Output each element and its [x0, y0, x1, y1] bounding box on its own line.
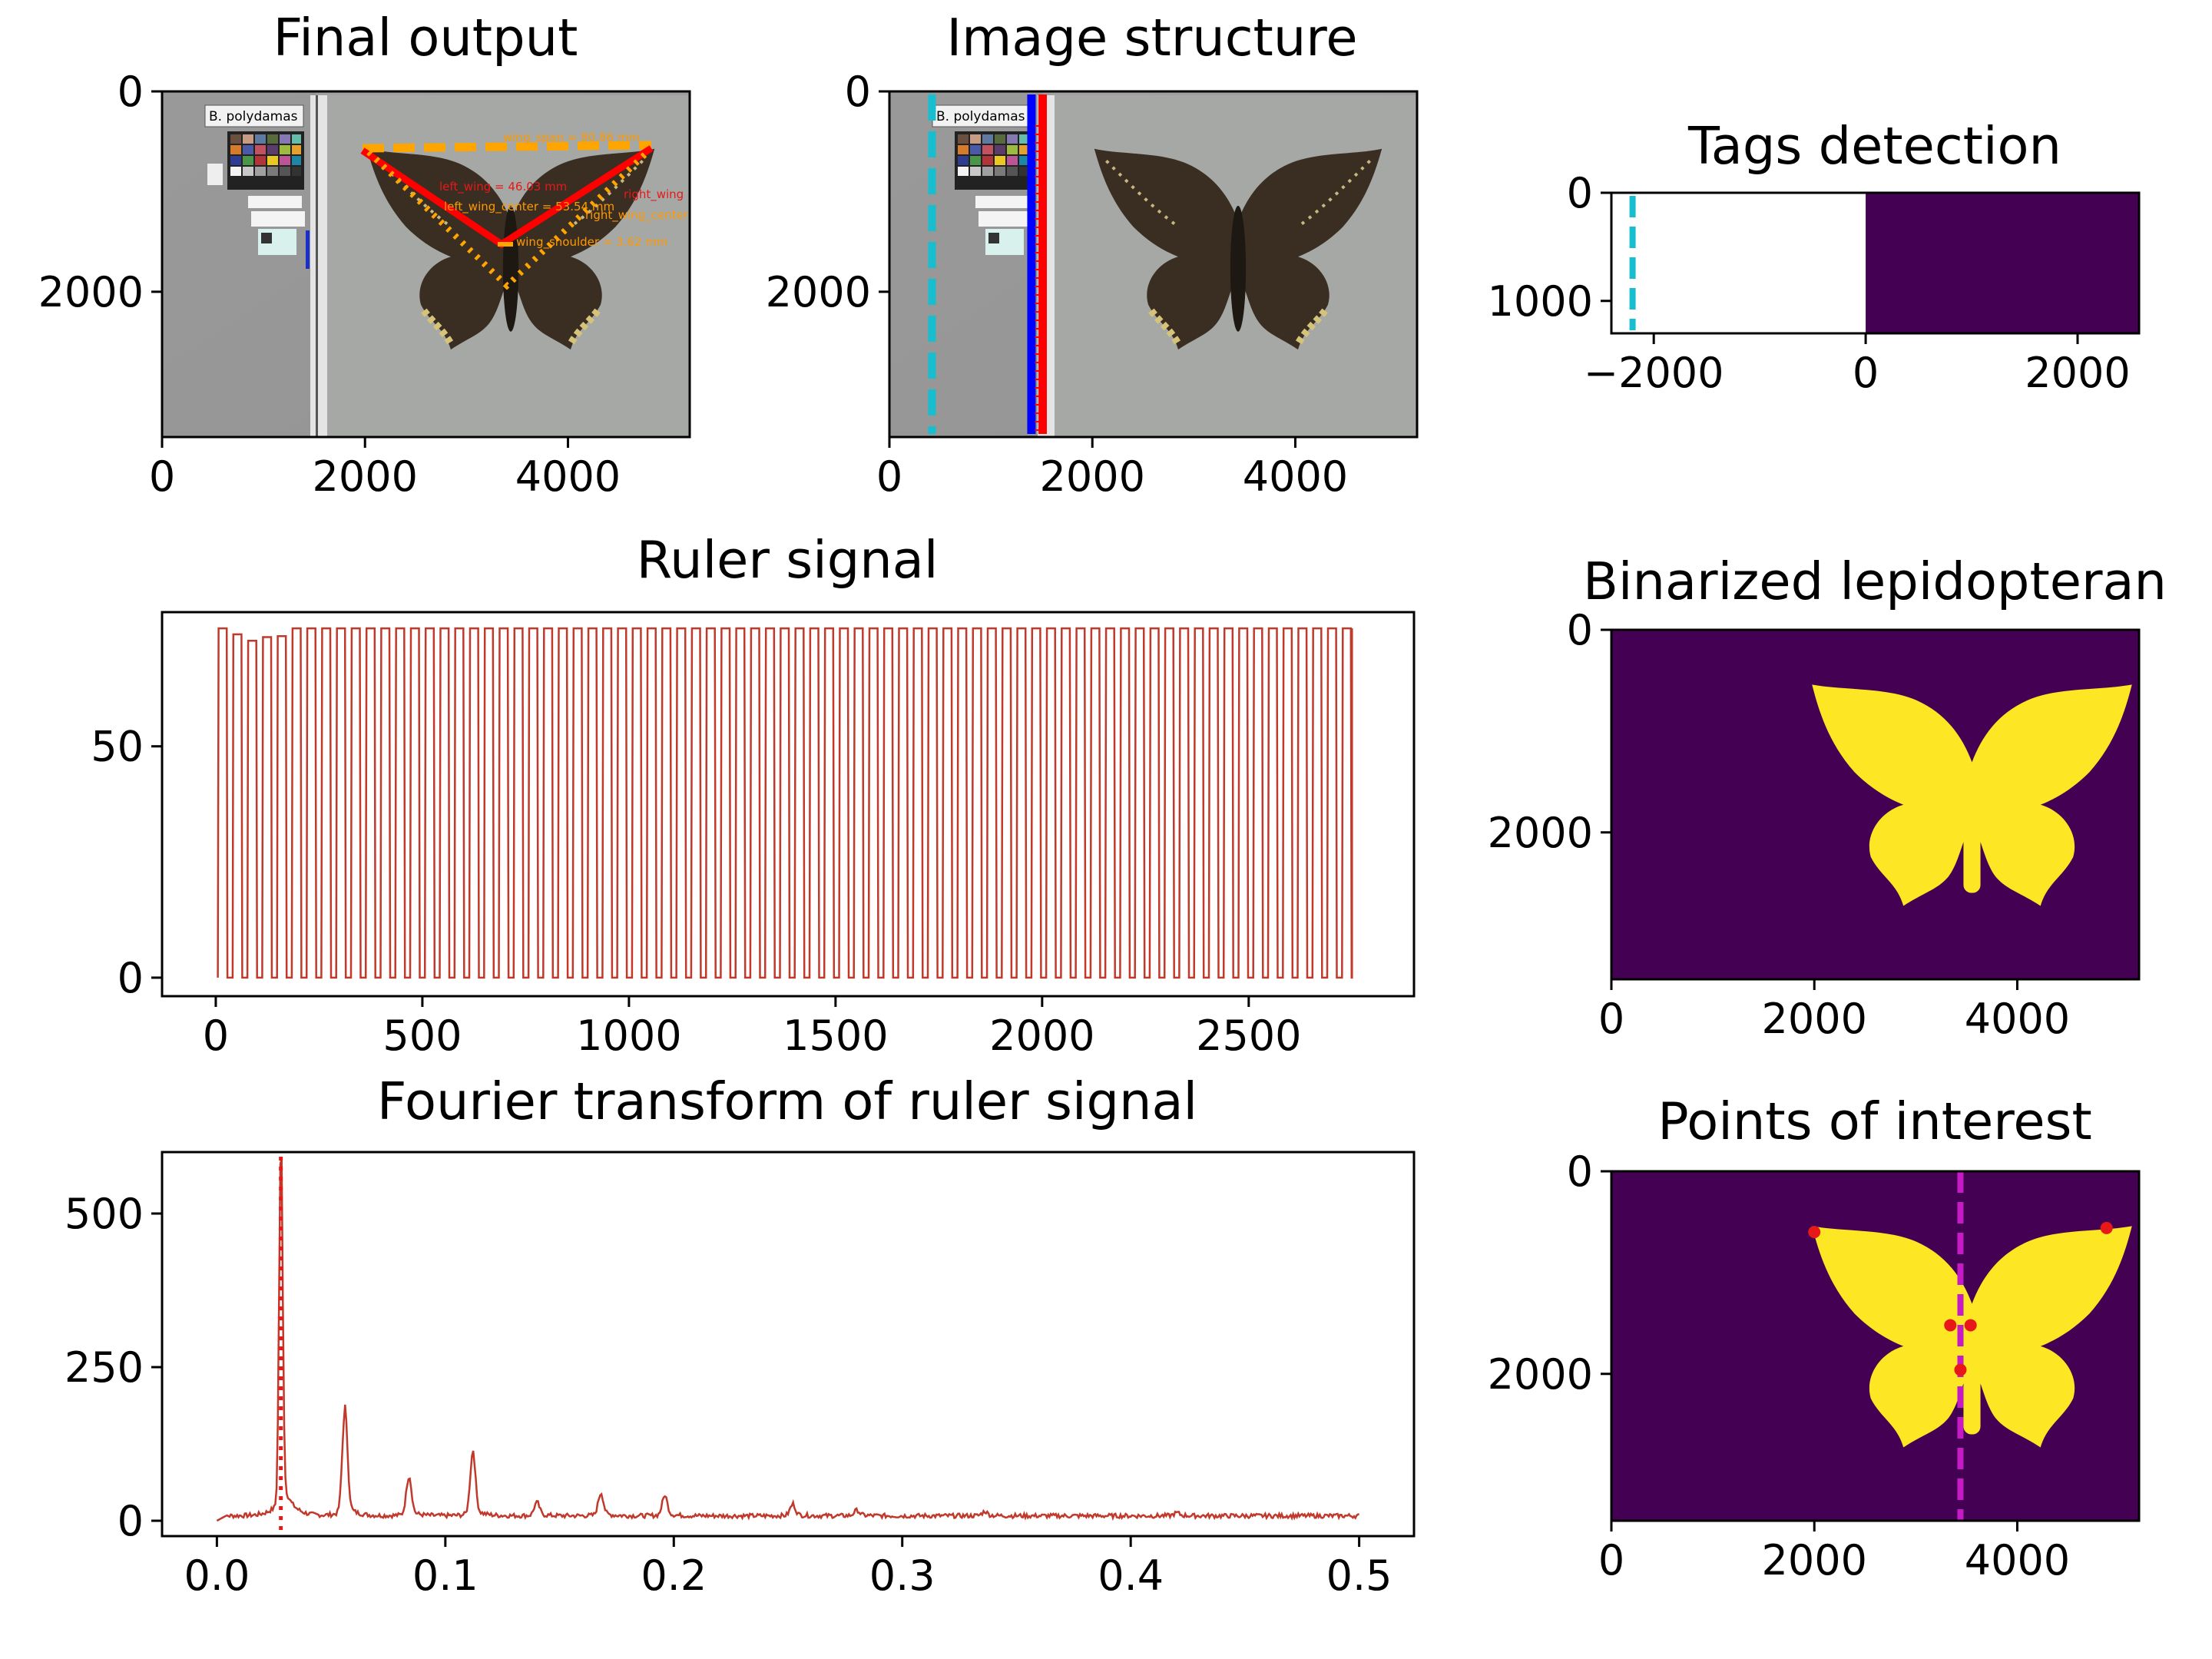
wing-span-line — [362, 141, 652, 153]
point-of-interest-marker — [1954, 1363, 1967, 1376]
x-tick-label: 4000 — [1965, 995, 2070, 1043]
x-tick-label: 500 — [382, 1012, 462, 1060]
y-tick-label: 1000 — [1488, 277, 1593, 326]
axes-frame-poi — [1610, 1170, 2141, 1522]
y-tick-label: 2000 — [1488, 1350, 1593, 1399]
binary-mask — [1611, 630, 2139, 979]
y-tick-label: 0 — [1567, 1147, 1593, 1196]
point-of-interest-marker — [1964, 1319, 1977, 1332]
x-tick-label: 0.3 — [869, 1551, 935, 1600]
axes-frame-tags — [1610, 191, 2141, 335]
x-tick-label: 0 — [1853, 349, 1879, 397]
panel-title-ruler: Ruler signal — [637, 530, 939, 590]
tags-content — [1629, 193, 2139, 333]
panel-fourier: Fourier transform of ruler signal 0.0 0.1… — [65, 1071, 1416, 1600]
panel-title-binarized: Binarized lepidopteran — [1583, 551, 2167, 611]
axes-frame-fourier — [161, 1151, 1416, 1538]
annot-right-wing: right_wing = 45.87 mm — [624, 187, 760, 202]
ticks-poi: 0 2000 4000 0 2000 — [1488, 1147, 2071, 1584]
y-tick-label: 0 — [1567, 606, 1593, 654]
x-tick-label: 2000 — [989, 1012, 1094, 1060]
x-tick-label: 1500 — [783, 1012, 888, 1060]
ruler-signal-series — [217, 627, 1353, 979]
panel-image-structure: Image structure B. polydamas 0 2000 4000 0 2… — [766, 8, 1419, 501]
y-tick-label: 0 — [845, 68, 871, 116]
x-tick-label: 2000 — [1762, 995, 1867, 1043]
x-tick-label: 2000 — [1762, 1536, 1867, 1584]
specimen-photo-structure: B. polydamas — [889, 91, 1417, 437]
y-tick-label: 0 — [118, 68, 144, 116]
x-tick-label: 0 — [1598, 1536, 1624, 1584]
x-tick-label: 4000 — [1243, 452, 1348, 501]
y-tick-label: 250 — [65, 1343, 144, 1392]
panel-points-of-interest: Points of interest 0 2000 4000 0 2000 — [1488, 1091, 2141, 1584]
binary-mask-poi — [1611, 1171, 2139, 1521]
y-tick-label: 0 — [1567, 169, 1593, 217]
point-of-interest-marker — [1808, 1226, 1821, 1239]
ticks-tags: −2000 0 2000 0 1000 — [1488, 169, 2131, 397]
ticks-structure: 0 2000 4000 0 2000 — [766, 68, 1349, 501]
y-tick-label: 0 — [118, 954, 144, 1002]
panel-title-tags: Tags detection — [1687, 116, 2061, 176]
axes-frame-binarized — [1610, 628, 2141, 981]
axes-frame-structure — [888, 90, 1419, 439]
panel-final-output: Final output B. polydamas — [38, 8, 760, 501]
fourier-series — [216, 1157, 1359, 1522]
point-of-interest-marker — [2100, 1221, 2113, 1234]
point-of-interest-marker — [1944, 1319, 1957, 1332]
annot-left-wing: left_wing = 46.03 mm — [439, 180, 567, 194]
specimen-label-structure: B. polydamas — [936, 109, 1025, 124]
x-tick-label: 4000 — [1965, 1536, 2070, 1584]
specimen-label-final: B. polydamas — [209, 109, 298, 124]
x-tick-label: 1000 — [576, 1012, 681, 1060]
ticks-binarized: 0 2000 4000 0 2000 — [1488, 606, 2071, 1043]
poi-overlay — [1808, 1171, 2113, 1521]
panel-binarized: Binarized lepidopteran 0 2000 4000 0 2000 — [1488, 551, 2167, 1043]
x-tick-label: 0 — [149, 452, 175, 501]
tag-region — [1866, 193, 2139, 333]
x-tick-label: −2000 — [1584, 349, 1724, 397]
specimen-photo: B. polydamas wing_span = 80.86 mm left_w… — [162, 91, 760, 437]
color-card — [227, 131, 304, 190]
x-tick-label: 2000 — [313, 452, 418, 501]
x-tick-label: 0.4 — [1098, 1551, 1164, 1600]
annot-left-wing-center: left_wing_center = 53.54 mm — [444, 200, 614, 214]
axes-frame-ruler — [161, 611, 1416, 998]
x-tick-label: 0.1 — [412, 1551, 478, 1600]
ticks-final: 0 2000 4000 0 2000 — [38, 68, 621, 501]
axes-frame-final — [161, 90, 691, 439]
y-tick-label: 50 — [91, 723, 144, 771]
panel-title-final: Final output — [273, 8, 578, 68]
y-tick-label: 2000 — [38, 268, 144, 316]
wing-center-lines — [366, 148, 651, 290]
x-tick-label: 0.5 — [1326, 1551, 1392, 1600]
x-tick-label: 0.0 — [184, 1551, 250, 1600]
x-tick-label: 0 — [876, 452, 902, 501]
color-card-structure — [955, 131, 1031, 190]
structure-lines — [928, 94, 1047, 434]
x-tick-label: 2000 — [1040, 452, 1145, 501]
panel-title-structure: Image structure — [946, 8, 1357, 68]
ticks-ruler: 0 500 1000 1500 2000 2500 0 50 — [91, 723, 1301, 1060]
x-tick-label: 0.2 — [641, 1551, 707, 1600]
annot-wing-shoulder: wing_shoulder = 3.62 mm — [516, 235, 668, 250]
panel-title-fourier: Fourier transform of ruler signal — [377, 1071, 1197, 1131]
x-tick-label: 0 — [1598, 995, 1624, 1043]
x-tick-label: 0 — [203, 1012, 229, 1060]
y-tick-label: 2000 — [1488, 809, 1593, 857]
annot-right-wing-center: right_wing_center = 55.3 mm — [585, 208, 757, 223]
x-tick-label: 2500 — [1196, 1012, 1301, 1060]
annot-wing-span: wing_span = 80.86 mm — [503, 131, 640, 145]
panel-title-poi: Points of interest — [1657, 1091, 2091, 1151]
panel-tags-detection: Tags detection −2000 0 2000 0 1000 — [1488, 116, 2141, 397]
ticks-fourier: 0.0 0.1 0.2 0.3 0.4 0.5 0 250 500 — [65, 1190, 1392, 1600]
x-tick-label: 2000 — [2025, 349, 2130, 397]
y-tick-label: 0 — [118, 1497, 144, 1545]
y-tick-label: 500 — [65, 1190, 144, 1238]
x-tick-label: 4000 — [515, 452, 621, 501]
y-tick-label: 2000 — [766, 268, 871, 316]
panel-ruler-signal: Ruler signal 0 500 1000 1500 2000 2500 0 50 — [91, 530, 1416, 1060]
